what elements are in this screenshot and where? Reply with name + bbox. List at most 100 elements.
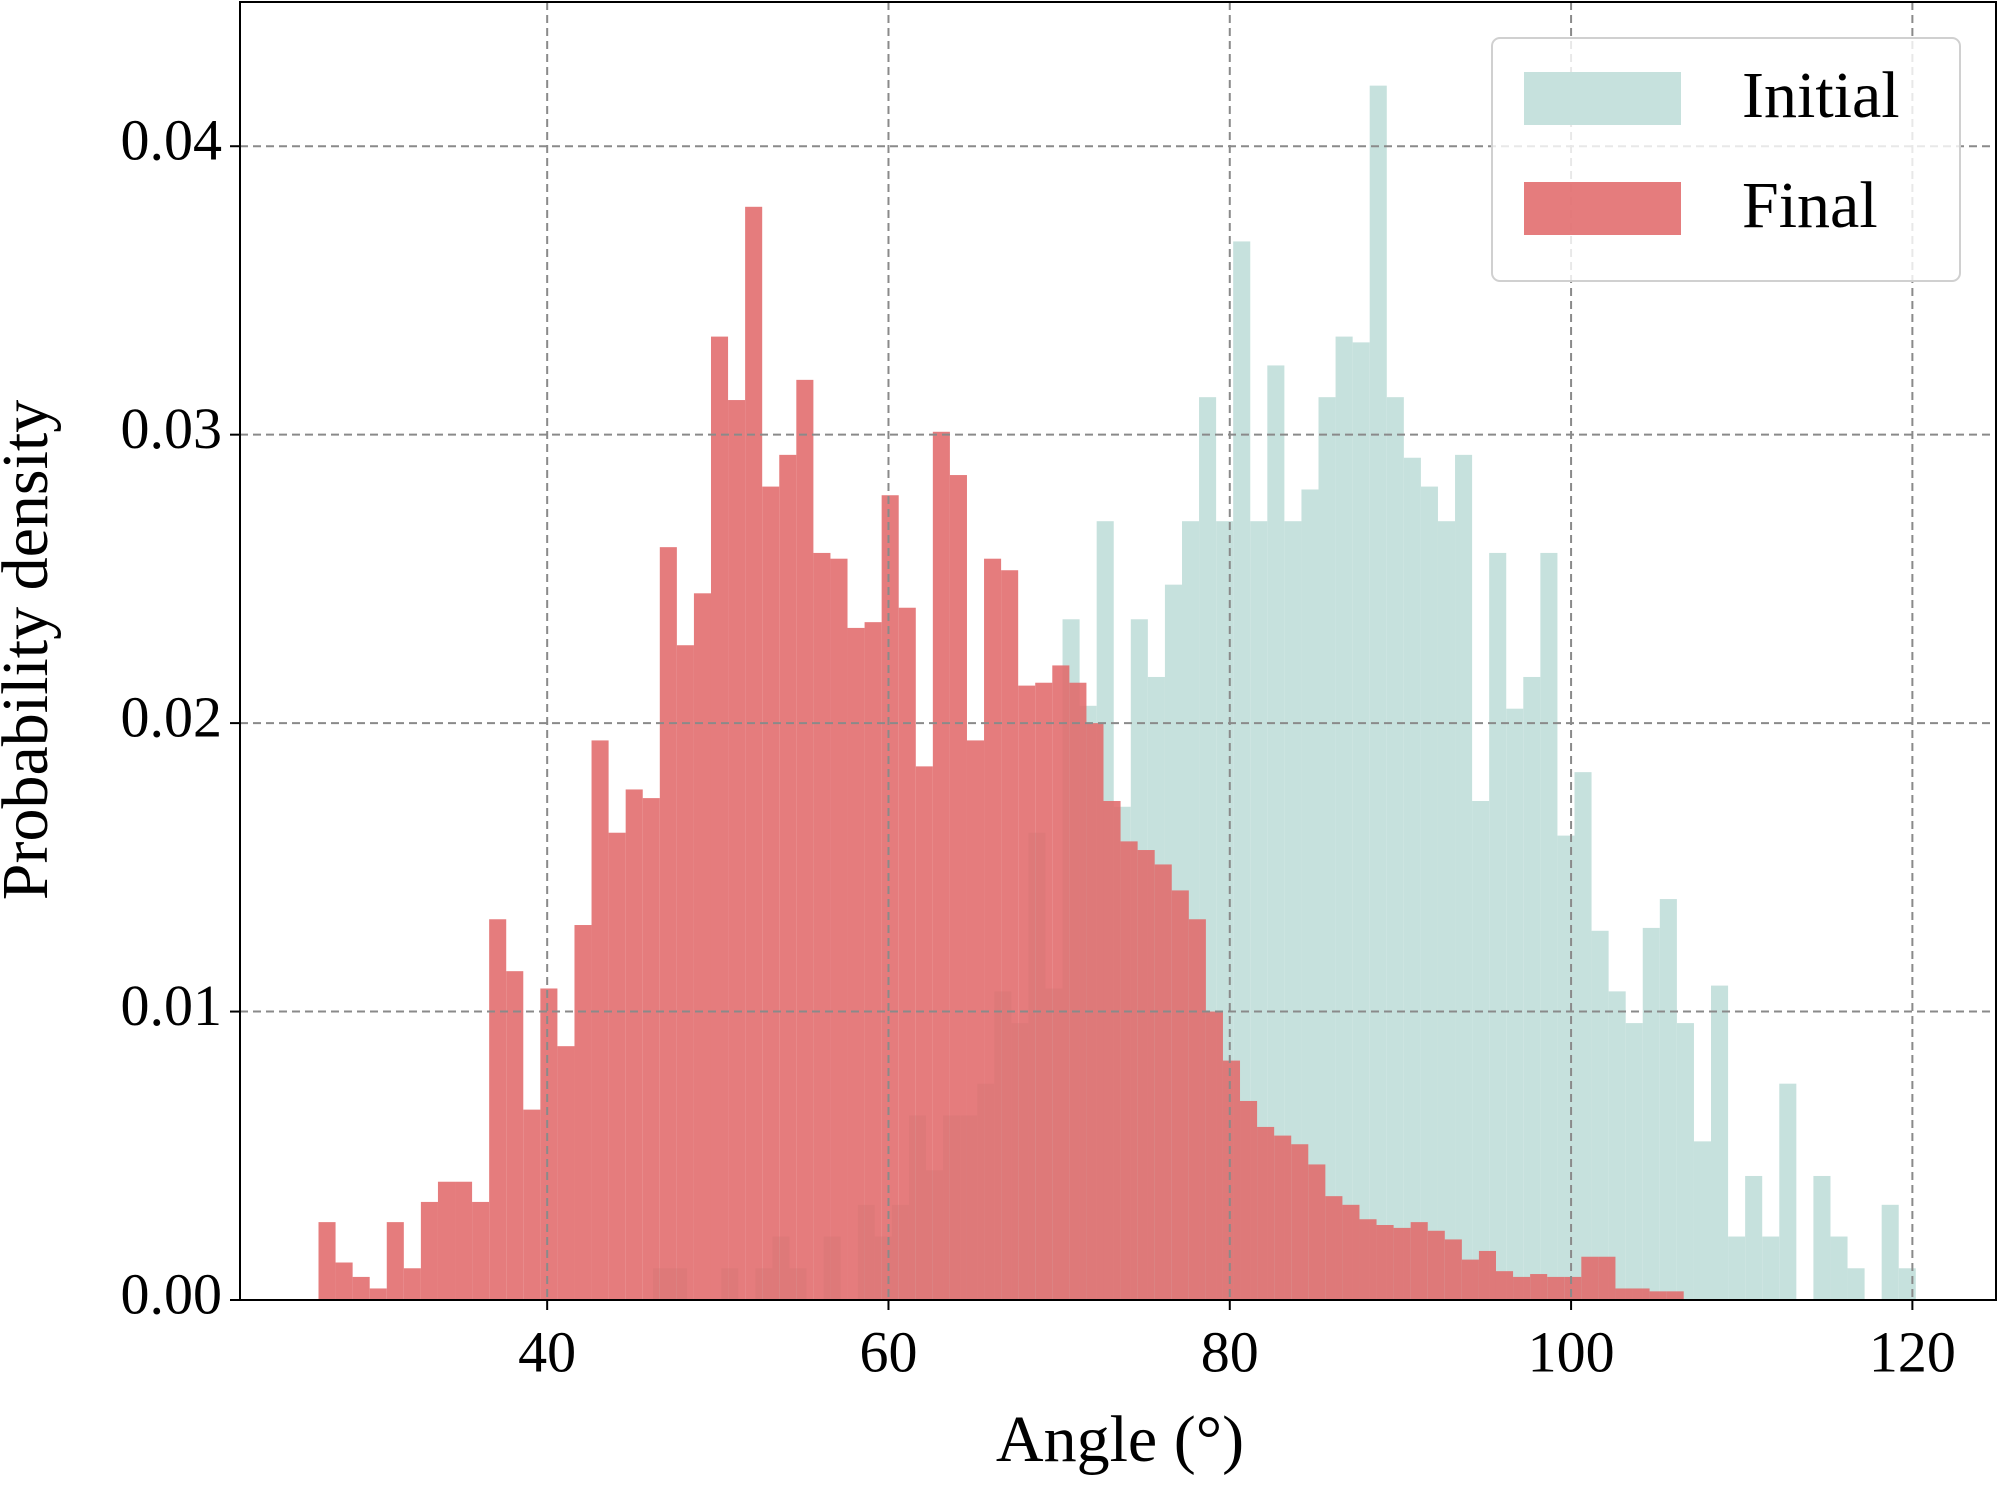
histogram-bar [1489, 552, 1507, 1300]
histogram-bar [1301, 489, 1319, 1301]
histogram-bar [1745, 1175, 1763, 1300]
x-tick-label: 80 [1201, 1319, 1259, 1384]
histogram-bar [1205, 1011, 1223, 1300]
histogram-bar [676, 645, 694, 1300]
histogram-bar [1779, 1083, 1797, 1300]
x-axis-label: Angle (°) [996, 1403, 1244, 1476]
histogram-bar [1478, 1250, 1496, 1300]
histogram-bar [1335, 336, 1353, 1300]
histogram-bar [608, 832, 626, 1300]
histogram-bar [455, 1181, 473, 1300]
histogram-bar [1342, 1204, 1360, 1300]
histogram-bar [779, 454, 797, 1300]
histogram-bar [932, 431, 950, 1300]
histogram-bar [1318, 397, 1336, 1300]
histogram-bar [1598, 1256, 1616, 1300]
histogram-bar [1137, 850, 1155, 1300]
histogram-bar [1813, 1175, 1831, 1300]
histogram-bar [1369, 85, 1387, 1300]
histogram-bar [915, 766, 933, 1300]
histogram-bar [898, 607, 916, 1300]
y-axis-label: Probability density [0, 400, 62, 900]
histogram-bar [966, 740, 985, 1300]
y-tick-label: 0.04 [121, 108, 223, 173]
histogram-bar [693, 593, 711, 1300]
histogram-bar [1461, 1259, 1479, 1300]
histogram-bar [1035, 682, 1053, 1300]
histogram-bar [1506, 708, 1524, 1300]
histogram-bar [1632, 1288, 1650, 1300]
histogram-bar [830, 558, 848, 1300]
histogram-bar [369, 1288, 387, 1300]
histogram-bar [1427, 1230, 1445, 1300]
histogram-bar [1274, 1135, 1292, 1300]
y-tick-label: 0.03 [121, 396, 223, 461]
histogram-bar [1052, 665, 1070, 1300]
histogram-bar [642, 798, 660, 1300]
histogram-bar [1711, 985, 1729, 1300]
y-tick-label: 0.01 [121, 973, 223, 1038]
histogram-bar [984, 558, 1002, 1300]
histogram-bar [1540, 552, 1558, 1300]
legend-swatch [1524, 72, 1681, 125]
histogram-bar [1676, 1023, 1694, 1300]
histogram-bar [1410, 1222, 1428, 1300]
y-tick-label: 0.02 [121, 684, 223, 749]
histogram-bar [437, 1181, 456, 1300]
histogram-bar [523, 1109, 541, 1300]
histogram-bar [1472, 800, 1490, 1300]
x-tick-label: 60 [859, 1319, 917, 1384]
histogram-bar [1659, 899, 1677, 1300]
histogram-bar [1001, 570, 1019, 1300]
histogram-bar [1171, 890, 1189, 1300]
histogram-bar [728, 400, 746, 1300]
histogram-bar [1649, 1291, 1667, 1300]
histogram-bar [1420, 486, 1438, 1300]
legend-label: Final [1742, 169, 1878, 242]
x-tick-label: 100 [1528, 1319, 1615, 1384]
histogram-bar [574, 925, 592, 1300]
histogram-bar [813, 552, 831, 1300]
histogram-bar [1728, 1236, 1746, 1300]
histogram-bar [1574, 772, 1592, 1300]
histogram-bar [540, 988, 558, 1300]
histogram-bar [1564, 1276, 1582, 1300]
histogram-bar [762, 486, 780, 1300]
histogram-bar [1376, 1225, 1394, 1300]
histogram-bar [1881, 1204, 1899, 1300]
histogram-bar [318, 1222, 336, 1300]
y-tick-label: 0.00 [121, 1261, 223, 1326]
histogram-bar [796, 379, 814, 1301]
histogram-bar [1188, 919, 1206, 1300]
histogram-bar [1120, 841, 1138, 1300]
histogram-bar [1386, 397, 1404, 1300]
legend-label: Initial [1742, 59, 1900, 132]
histogram-bar [1103, 800, 1121, 1300]
legend-swatch [1524, 182, 1681, 235]
histogram-bar [1240, 1100, 1258, 1300]
histogram-bar [1154, 864, 1172, 1300]
histogram-bar [335, 1262, 353, 1300]
histogram-bar [1257, 1126, 1275, 1300]
histogram-bar [403, 1268, 421, 1300]
histogram-bar [506, 971, 524, 1300]
histogram-bar [881, 495, 899, 1300]
histogram-bar [1403, 457, 1421, 1301]
histogram-bar [1615, 1288, 1633, 1300]
histogram-bar [1642, 927, 1660, 1300]
histogram-bar [472, 1201, 490, 1300]
histogram-bar [557, 1046, 575, 1300]
histogram-bar [864, 622, 882, 1300]
histogram-bar [1547, 1276, 1565, 1300]
histogram-bar [1581, 1256, 1599, 1300]
histogram-bar [1222, 1060, 1241, 1300]
histogram-bar [352, 1276, 370, 1300]
histogram-bar [1530, 1274, 1548, 1300]
histogram-bar [1359, 1219, 1377, 1300]
histogram-bar [1284, 521, 1302, 1300]
histogram-bar [591, 740, 609, 1300]
histogram-bar [1086, 723, 1104, 1300]
histogram-bar [1666, 1291, 1684, 1300]
histogram-bar [1352, 342, 1370, 1300]
